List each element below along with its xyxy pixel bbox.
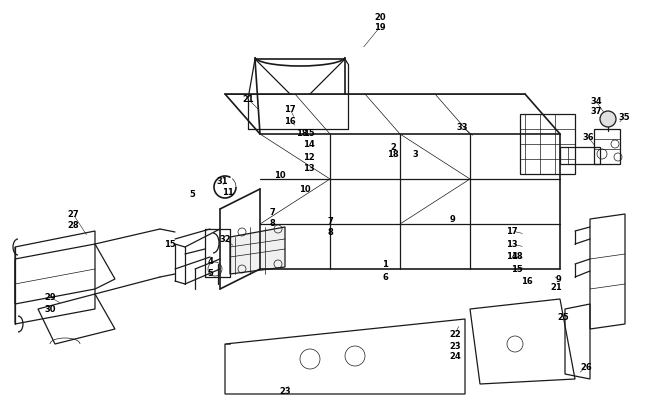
Text: 31: 31 [216, 177, 228, 186]
Text: 13: 13 [506, 240, 518, 249]
Text: 13: 13 [303, 164, 315, 173]
Polygon shape [230, 228, 285, 274]
Text: 22: 22 [449, 330, 461, 339]
Text: 20: 20 [374, 13, 386, 21]
Text: 9: 9 [450, 215, 456, 224]
Text: 12: 12 [303, 153, 315, 162]
Text: 18: 18 [511, 252, 523, 261]
Text: 15: 15 [303, 129, 315, 138]
Text: 18: 18 [296, 129, 308, 138]
Text: 21: 21 [242, 95, 254, 104]
Text: 18: 18 [387, 150, 399, 159]
Text: 21: 21 [550, 283, 562, 292]
Text: 17: 17 [284, 105, 296, 114]
Text: 19: 19 [374, 23, 386, 32]
Text: 2: 2 [390, 143, 396, 152]
Text: 14: 14 [506, 252, 518, 261]
Text: 25: 25 [557, 313, 569, 322]
Text: 7: 7 [327, 217, 333, 226]
Circle shape [600, 112, 616, 128]
Text: 15: 15 [164, 240, 176, 249]
Text: 3: 3 [412, 150, 418, 159]
Text: 1: 1 [382, 260, 388, 269]
Text: 24: 24 [449, 352, 461, 360]
Text: 16: 16 [521, 277, 533, 286]
Text: 8: 8 [327, 228, 333, 237]
Text: 34: 34 [590, 97, 602, 106]
Text: 17: 17 [506, 227, 518, 236]
Text: 6: 6 [382, 273, 388, 282]
Text: 32: 32 [219, 235, 231, 244]
Text: 16: 16 [284, 117, 296, 126]
Text: 4: 4 [207, 257, 213, 266]
Text: 9: 9 [556, 275, 562, 284]
Text: 26: 26 [580, 362, 592, 371]
Text: 10: 10 [299, 185, 311, 194]
Text: 5: 5 [189, 190, 195, 199]
Text: 8: 8 [269, 219, 275, 228]
Text: 35: 35 [618, 113, 630, 122]
Text: 23: 23 [280, 386, 291, 396]
Text: 14: 14 [303, 140, 315, 149]
Text: 30: 30 [44, 305, 56, 314]
Text: 10: 10 [274, 171, 286, 180]
Text: 23: 23 [449, 342, 461, 351]
Text: 33: 33 [456, 123, 468, 132]
Text: 36: 36 [582, 133, 594, 142]
Text: 5: 5 [207, 269, 213, 278]
Text: 15: 15 [511, 265, 523, 274]
Text: 28: 28 [67, 221, 79, 230]
Text: 11: 11 [222, 188, 234, 197]
Text: 27: 27 [67, 210, 79, 219]
Text: 7: 7 [269, 208, 275, 217]
Text: 37: 37 [590, 107, 602, 116]
Text: 29: 29 [44, 293, 56, 302]
